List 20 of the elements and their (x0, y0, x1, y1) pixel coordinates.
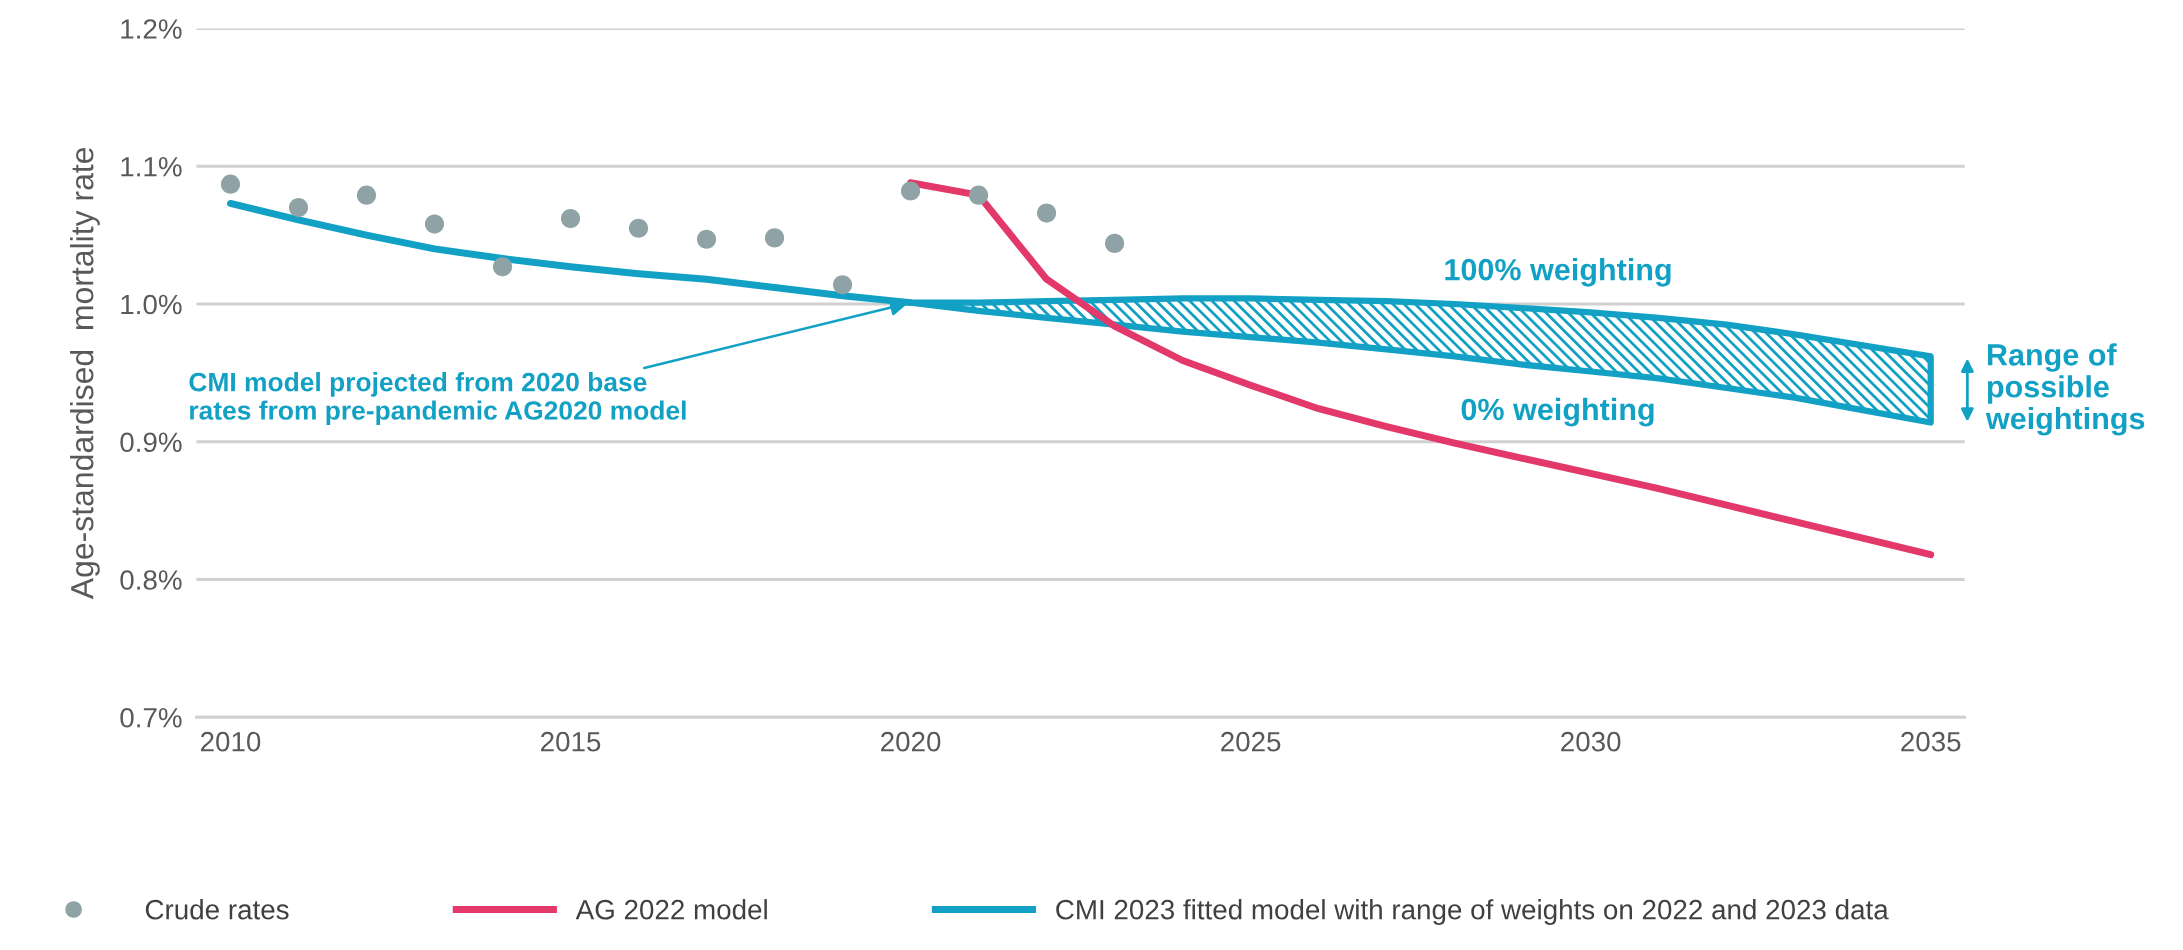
x-tick-label: 2015 (541, 731, 601, 752)
x-tick-label: 2030 (1561, 731, 1621, 752)
x-tick-label: 2010 (200, 731, 261, 752)
y-tick-label: 0.8% (120, 570, 182, 590)
legend-label: AG 2022 model (575, 899, 767, 920)
x-tick-label: 2020 (881, 731, 941, 752)
annotation: 0% weighting (1461, 397, 1654, 427)
legend-label: CMI 2023 fitted model with range of weights on 2022 and 2023 data (1056, 899, 1889, 925)
x-tick-label: 2025 (1221, 731, 1281, 752)
y-tick-label: 1.0% (121, 294, 182, 315)
y-tick-label: 0.9% (120, 432, 182, 453)
annotation: CMI model projected from 2020 base rates from pre-pandemic AG2020 model (189, 372, 686, 426)
x-tick-label: 2035 (1901, 731, 1961, 752)
annotation: 100% weighting (1445, 258, 1671, 287)
y-axis-title: Age-standardised mortality rate (70, 147, 100, 600)
text: Range of possible weightings (1985, 343, 2145, 436)
y-tick-label: 0.7% (120, 707, 182, 728)
y-tick-label: 1.2% (121, 19, 182, 39)
y-tick-label: 1.1% (121, 157, 182, 177)
legend-label: Crude rates (145, 899, 289, 920)
